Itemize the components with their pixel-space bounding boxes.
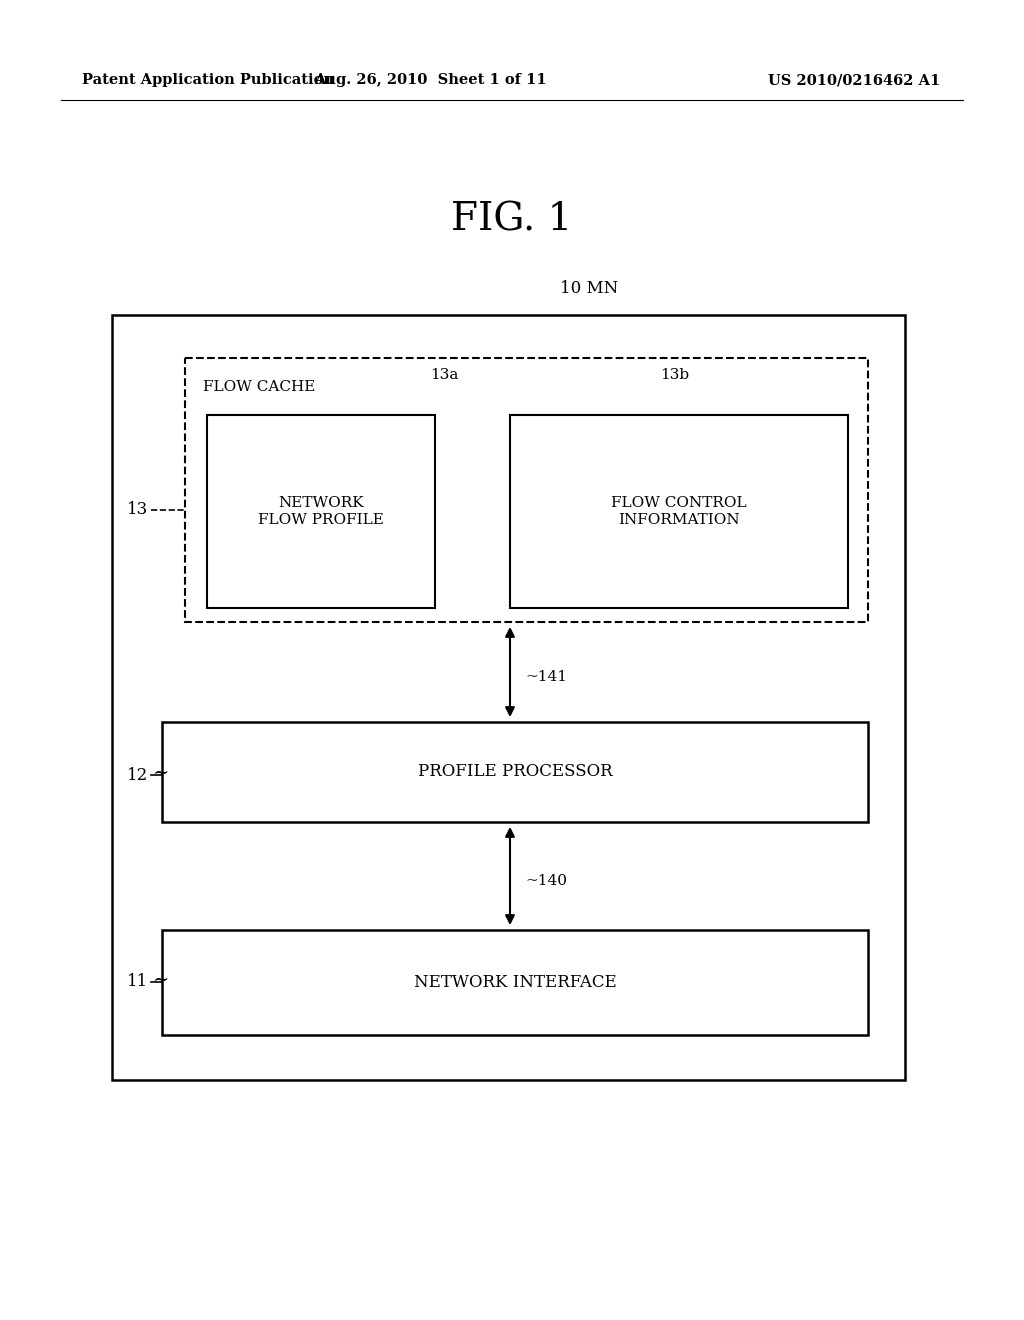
Text: 13a: 13a: [430, 368, 459, 381]
Bar: [185, 358, 868, 622]
Text: 10 MN: 10 MN: [560, 280, 618, 297]
Text: FIG. 1: FIG. 1: [452, 202, 572, 239]
Text: ~141: ~141: [525, 671, 567, 684]
Text: NETWORK
FLOW PROFILE: NETWORK FLOW PROFILE: [258, 496, 384, 527]
Text: ~140: ~140: [525, 874, 567, 888]
Text: FLOW CACHE: FLOW CACHE: [203, 380, 315, 393]
Text: 11: 11: [127, 974, 148, 990]
Text: Aug. 26, 2010  Sheet 1 of 11: Aug. 26, 2010 Sheet 1 of 11: [313, 73, 547, 87]
Bar: [207, 414, 435, 609]
Bar: [510, 414, 848, 609]
Bar: [112, 315, 905, 1080]
Text: 13b: 13b: [660, 368, 689, 381]
Bar: [162, 931, 868, 1035]
Text: 13: 13: [127, 502, 148, 519]
Text: ~: ~: [153, 764, 169, 781]
Text: PROFILE PROCESSOR: PROFILE PROCESSOR: [418, 763, 612, 780]
Text: NETWORK INTERFACE: NETWORK INTERFACE: [414, 974, 616, 991]
Text: 12: 12: [127, 767, 148, 784]
Text: Patent Application Publication: Patent Application Publication: [82, 73, 334, 87]
Bar: [162, 722, 868, 822]
Text: US 2010/0216462 A1: US 2010/0216462 A1: [768, 73, 940, 87]
Text: ~: ~: [153, 972, 169, 989]
Text: FLOW CONTROL
INFORMATION: FLOW CONTROL INFORMATION: [611, 496, 746, 527]
